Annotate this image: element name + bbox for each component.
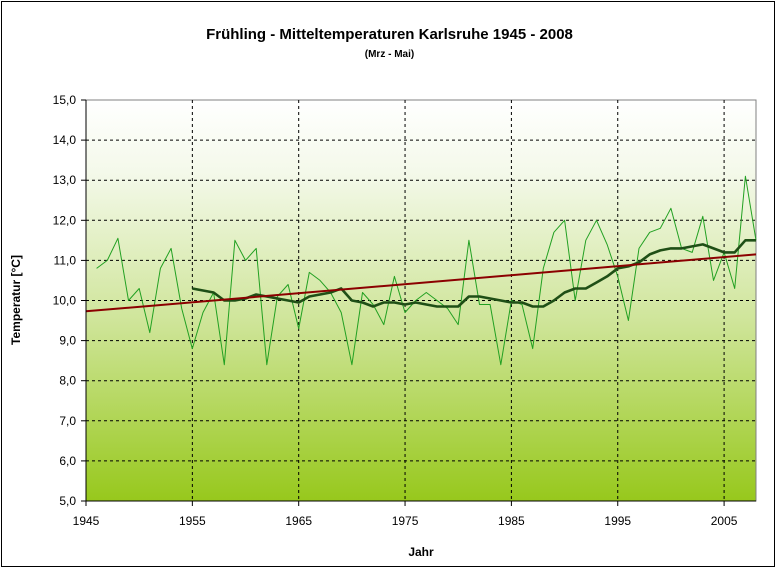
y-tick-label: 7,0 bbox=[59, 414, 76, 428]
x-axis-label: Jahr bbox=[408, 545, 434, 559]
y-tick-label: 15,0 bbox=[53, 93, 77, 107]
y-tick-label: 14,0 bbox=[53, 133, 77, 147]
x-tick-label: 1975 bbox=[392, 514, 419, 528]
y-tick-label: 10,0 bbox=[53, 294, 77, 308]
chart-title: Frühling - Mitteltemperaturen Karlsruhe … bbox=[206, 26, 573, 43]
y-tick-label: 5,0 bbox=[59, 494, 76, 508]
y-tick-label: 13,0 bbox=[53, 173, 77, 187]
grid bbox=[86, 100, 756, 501]
moving-average-series-line bbox=[192, 239, 756, 308]
y-tick-label: 9,0 bbox=[59, 334, 76, 348]
y-tick-label: 6,0 bbox=[59, 454, 76, 468]
x-tick-label: 1985 bbox=[498, 514, 525, 528]
x-tick-label: 1965 bbox=[285, 514, 312, 528]
y-tick-label: 11,0 bbox=[54, 253, 77, 267]
y-axis-ticks: 5,0 6,0 7,0 8,0 9,0 10,0 11,0 12,0 13,0 14,0 15,0 bbox=[53, 93, 86, 508]
x-axis-ticks: 1945 1955 1965 1975 1985 1995 2005 bbox=[73, 501, 738, 528]
y-tick-label: 12,0 bbox=[53, 213, 77, 227]
trend-series-line bbox=[85, 253, 757, 313]
x-tick-label: 2005 bbox=[711, 514, 738, 528]
chart-subtitle: (Mrz - Mai) bbox=[364, 49, 415, 60]
x-tick-label: 1945 bbox=[73, 514, 100, 528]
y-tick-label: 8,0 bbox=[59, 374, 76, 388]
x-tick-label: 1995 bbox=[604, 514, 631, 528]
annual-series-line bbox=[96, 175, 757, 366]
x-tick-label: 1955 bbox=[179, 514, 206, 528]
series-layer bbox=[85, 175, 757, 366]
y-axis-label: Temperatur [°C] bbox=[9, 255, 23, 345]
plot-area bbox=[85, 99, 757, 502]
